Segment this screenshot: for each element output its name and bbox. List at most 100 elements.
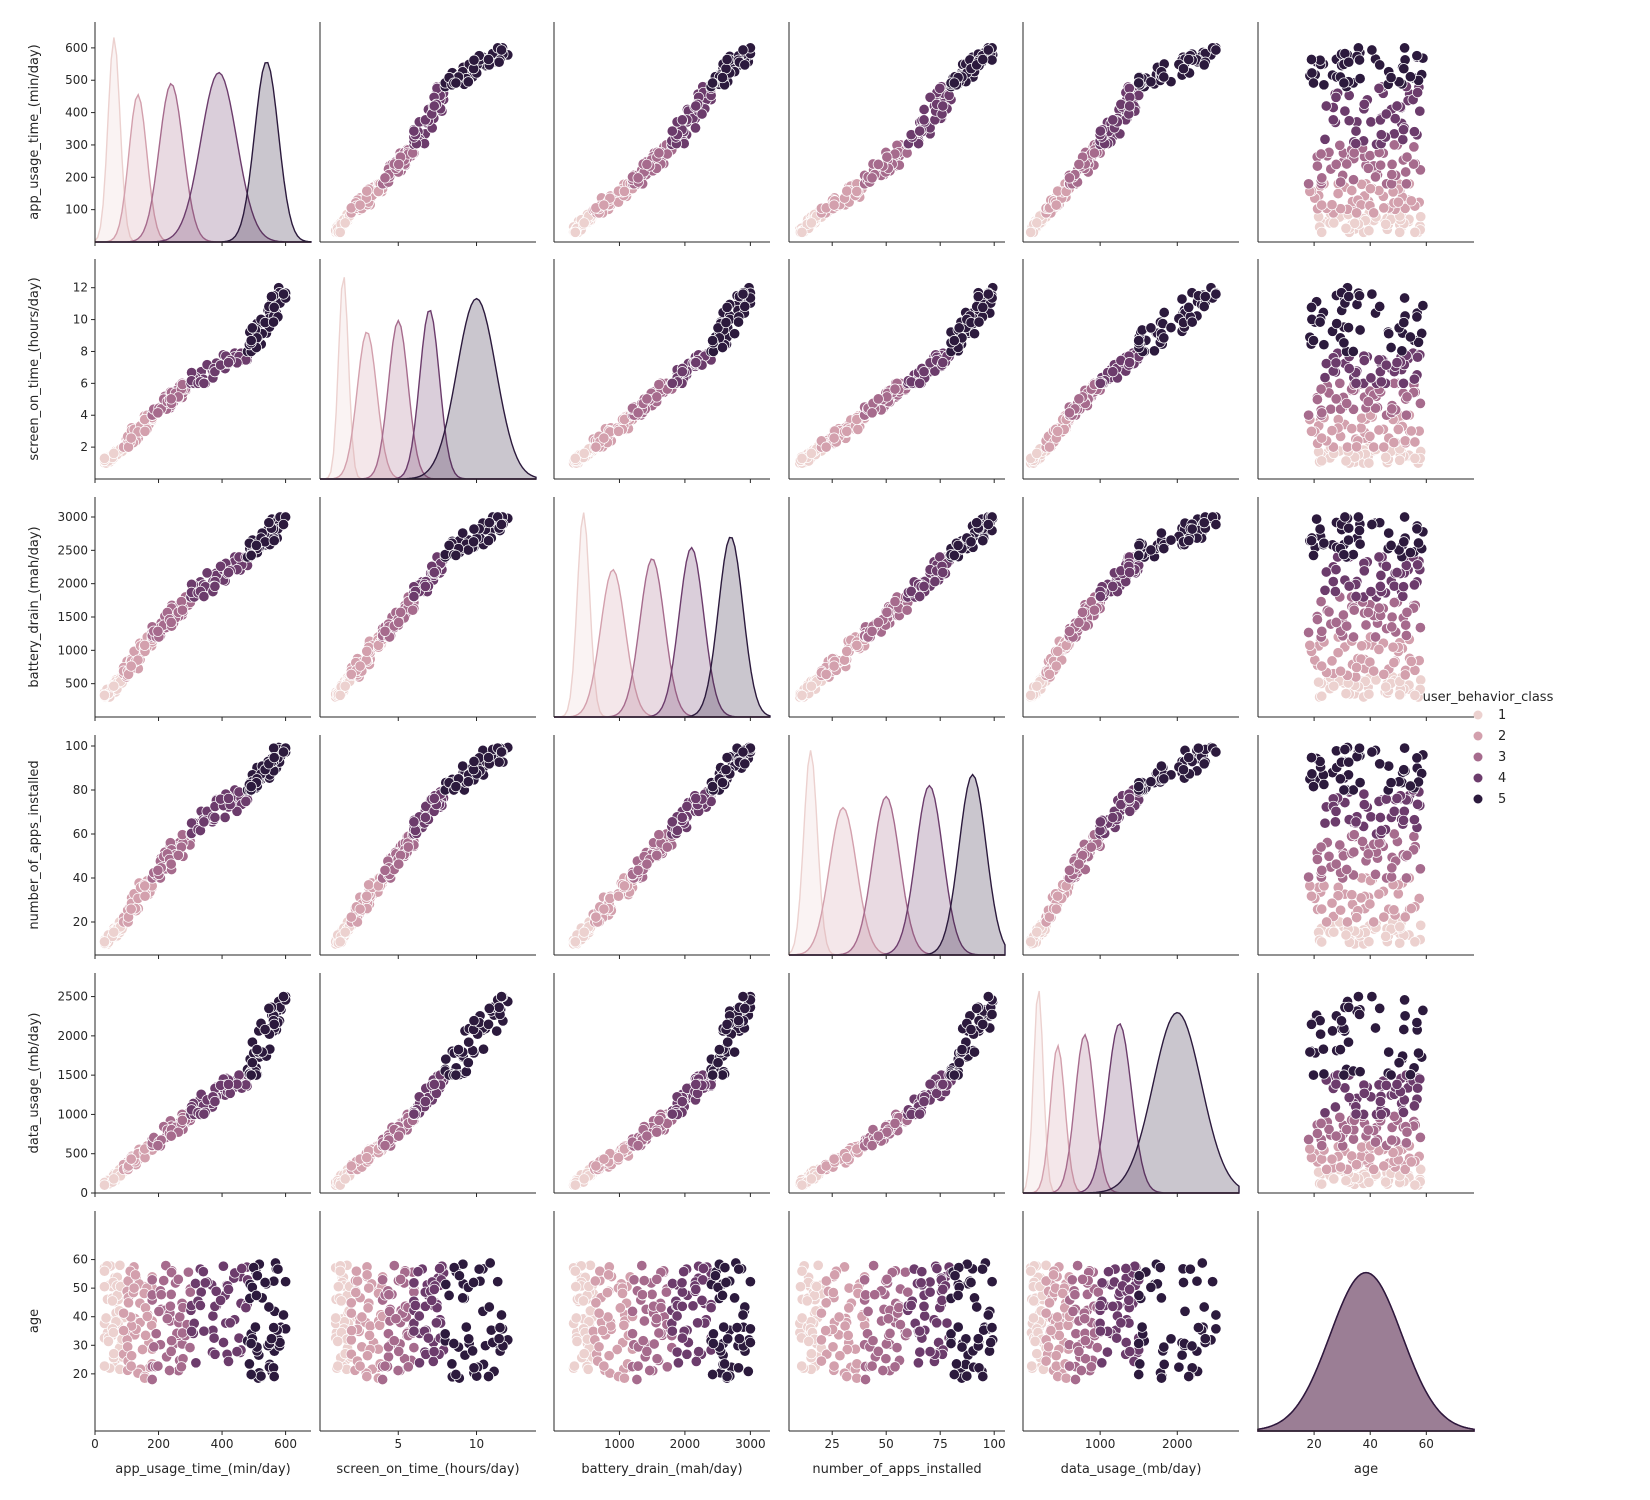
data-point [1358,565,1370,577]
data-point [1085,841,1097,853]
data-point [632,172,644,184]
data-point [796,226,808,238]
data-point [1417,300,1429,312]
data-point [1368,665,1380,677]
data-point [1408,579,1420,591]
data-point [972,291,984,303]
panel-2-4 [1022,497,1239,721]
data-point [1375,376,1387,388]
data-point [1399,42,1411,54]
data-point [1320,100,1332,112]
data-point [468,523,480,535]
data-point [1063,407,1076,419]
data-point [361,185,373,197]
data-point [1330,91,1342,103]
data-point [1354,324,1366,336]
data-point [707,77,719,89]
data-point [953,322,965,334]
data-point [1347,174,1360,186]
y-tick-label: 500 [65,73,88,87]
data-point [1391,100,1403,112]
data-point [1311,513,1323,525]
data-point [1342,534,1355,546]
data-point [872,393,884,405]
data-point [1073,158,1085,170]
data-point [1326,425,1338,437]
data-point [598,432,610,444]
panel-0-2 [553,22,770,246]
data-point [1311,613,1323,626]
data-point [1338,77,1350,89]
data-point [1313,676,1325,688]
data-point [968,328,981,340]
data-point [1306,67,1318,79]
data-point [739,300,751,313]
data-point [866,407,878,419]
data-point [1094,590,1106,603]
data-point [1364,183,1377,195]
data-point [363,879,375,891]
data-point [1386,611,1398,623]
y-tick-label: 500 [65,677,88,691]
data-point [881,606,893,618]
data-point [918,103,930,116]
data-point [493,756,505,768]
data-point [428,100,440,112]
data-point [841,645,853,657]
data-point [676,114,688,126]
data-point [1348,604,1360,616]
data-point [246,322,258,334]
data-point [1414,105,1426,117]
data-point [1351,661,1363,674]
data-point [1375,129,1387,141]
data-point [929,576,941,588]
data-point [1366,288,1378,300]
data-point [1347,631,1360,643]
data-point [1341,620,1353,632]
data-point [666,816,678,828]
data-point [209,811,221,824]
data-point [1412,86,1424,99]
y-tick-label: 1000 [57,643,88,657]
data-point [1133,77,1145,89]
data-point [1330,616,1342,628]
data-point [1351,441,1363,453]
data-point [1341,158,1353,170]
data-point [1340,688,1352,700]
data-point [108,447,120,459]
data-point [1346,423,1358,435]
data-point [1088,604,1100,616]
data-point [1025,936,1037,948]
data-point [666,125,678,137]
data-point [419,811,431,824]
data-point [612,890,625,902]
data-point [428,792,440,804]
data-point [493,56,505,68]
data-point [632,407,644,419]
data-point [828,199,840,211]
data-point [152,625,164,637]
data-point [1133,549,1145,561]
data-point [1176,293,1188,305]
data-point [971,517,983,529]
data-point [268,752,280,764]
data-point [1107,580,1119,592]
data-point [1334,377,1346,389]
data-point [1198,300,1210,313]
data-point [1412,559,1424,571]
data-point [918,114,930,126]
data-point [1340,222,1352,234]
data-point [1319,584,1331,596]
data-point [666,377,678,389]
data-point [1311,393,1323,406]
data-point [1400,178,1412,190]
data-point [1326,199,1338,211]
data-point [578,217,590,229]
panel-3-2 [553,735,770,959]
data-point [1368,441,1380,453]
data-point [1409,436,1421,448]
data-point [1328,680,1340,692]
